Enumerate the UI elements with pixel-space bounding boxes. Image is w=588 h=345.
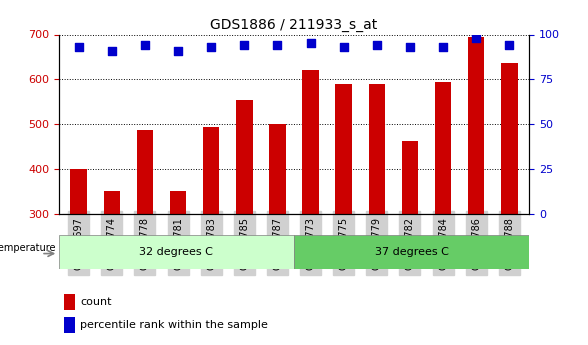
Point xyxy=(306,41,315,46)
Point xyxy=(107,48,116,53)
Title: GDS1886 / 211933_s_at: GDS1886 / 211933_s_at xyxy=(211,18,377,32)
FancyBboxPatch shape xyxy=(59,235,294,269)
Point xyxy=(472,35,481,41)
Point xyxy=(372,42,382,48)
Bar xyxy=(501,63,517,345)
Point xyxy=(173,48,183,53)
Point xyxy=(339,44,349,50)
Bar xyxy=(335,84,352,345)
Bar xyxy=(269,124,286,345)
Bar xyxy=(64,294,75,310)
Text: percentile rank within the sample: percentile rank within the sample xyxy=(80,320,268,330)
Point xyxy=(206,44,216,50)
Bar xyxy=(369,84,385,345)
Point xyxy=(439,44,448,50)
Text: 37 degrees C: 37 degrees C xyxy=(375,247,449,257)
Point xyxy=(239,42,249,48)
Text: count: count xyxy=(80,297,112,307)
Text: 32 degrees C: 32 degrees C xyxy=(139,247,213,257)
Point xyxy=(505,42,514,48)
FancyBboxPatch shape xyxy=(294,235,529,269)
Bar xyxy=(64,317,75,333)
Bar xyxy=(468,37,485,345)
Bar xyxy=(435,81,452,345)
Text: temperature: temperature xyxy=(0,244,56,253)
Bar xyxy=(136,130,153,345)
Point xyxy=(140,42,149,48)
Point xyxy=(74,44,83,50)
Bar xyxy=(103,190,120,345)
Bar xyxy=(302,70,319,345)
Bar xyxy=(170,191,186,345)
Bar xyxy=(236,99,253,345)
Point xyxy=(273,42,282,48)
Point xyxy=(405,44,415,50)
Bar xyxy=(71,169,87,345)
Bar xyxy=(402,141,418,345)
Bar xyxy=(203,127,219,345)
